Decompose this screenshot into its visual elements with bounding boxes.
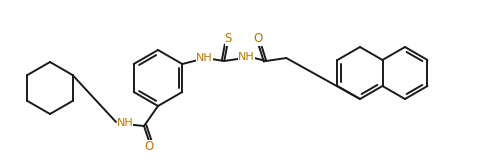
Text: O: O xyxy=(254,32,263,45)
Text: NH: NH xyxy=(117,118,134,128)
Text: O: O xyxy=(144,140,154,153)
Text: NH: NH xyxy=(238,52,255,62)
Text: NH: NH xyxy=(196,53,213,63)
Text: S: S xyxy=(224,32,232,45)
